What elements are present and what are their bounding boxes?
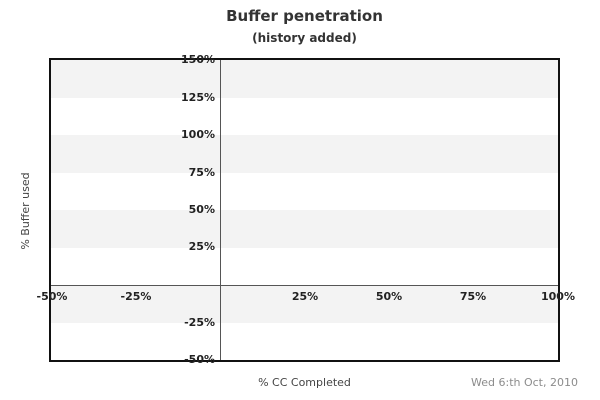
band-neg25-neg50 — [51, 323, 558, 361]
x-axis-line — [51, 285, 558, 286]
y-tick-150: 150% — [181, 53, 215, 66]
y-tick-neg50: -50% — [184, 353, 215, 366]
x-axis-title: % CC Completed — [258, 376, 351, 389]
band-75-50 — [51, 173, 558, 211]
band-125-100 — [51, 98, 558, 136]
footer-date: Wed 6:th Oct, 2010 — [471, 376, 578, 389]
band-25-0 — [51, 248, 558, 286]
band-50-25 — [51, 210, 558, 248]
chart-title: Buffer penetration — [226, 7, 383, 25]
y-tick-neg25: -25% — [184, 316, 215, 329]
band-100-75 — [51, 135, 558, 173]
chart-header: Buffer penetration (history added) — [49, 7, 560, 46]
y-axis-line — [220, 60, 221, 360]
y-tick-75: 75% — [188, 166, 215, 179]
y-tick-100: 100% — [181, 128, 215, 141]
x-tick-50: 50% — [375, 290, 403, 303]
x-tick-neg25: -25% — [120, 290, 152, 303]
y-tick-125: 125% — [181, 91, 215, 104]
x-tick-75: 75% — [459, 290, 487, 303]
y-axis-title: % Buffer used — [19, 172, 32, 250]
band-0-neg25 — [51, 285, 558, 323]
x-tick-neg50: -50% — [36, 290, 68, 303]
x-tick-25: 25% — [291, 290, 319, 303]
chart-subtitle: (history added) — [252, 31, 357, 45]
y-tick-25: 25% — [188, 240, 215, 253]
plot-area — [49, 58, 560, 362]
y-tick-50: 50% — [188, 203, 215, 216]
band-150-125 — [51, 60, 558, 98]
x-tick-100: 100% — [541, 290, 575, 303]
